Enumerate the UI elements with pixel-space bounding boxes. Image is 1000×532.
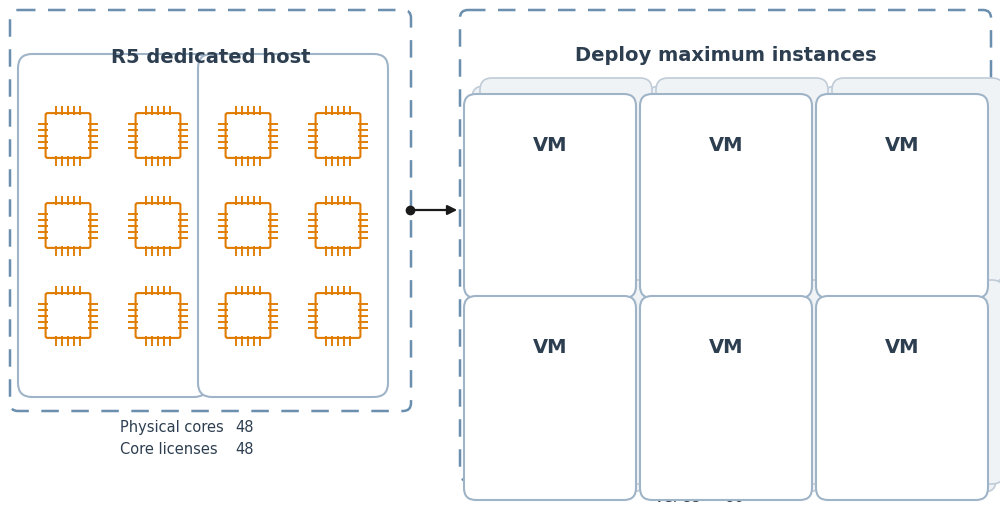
FancyBboxPatch shape bbox=[913, 375, 946, 409]
FancyBboxPatch shape bbox=[198, 54, 388, 397]
FancyBboxPatch shape bbox=[682, 375, 715, 409]
FancyBboxPatch shape bbox=[682, 430, 715, 464]
FancyBboxPatch shape bbox=[316, 113, 360, 158]
Text: VM: VM bbox=[709, 338, 743, 357]
FancyBboxPatch shape bbox=[506, 375, 539, 409]
FancyBboxPatch shape bbox=[226, 113, 270, 158]
FancyBboxPatch shape bbox=[832, 280, 1000, 484]
FancyBboxPatch shape bbox=[561, 228, 594, 262]
FancyBboxPatch shape bbox=[480, 280, 652, 484]
Text: 48: 48 bbox=[235, 420, 254, 435]
Text: 48: 48 bbox=[235, 442, 254, 457]
Text: 96: 96 bbox=[726, 490, 744, 505]
Text: VM: VM bbox=[885, 338, 919, 357]
FancyBboxPatch shape bbox=[472, 288, 644, 492]
Text: VM: VM bbox=[533, 136, 567, 155]
FancyBboxPatch shape bbox=[136, 293, 180, 338]
Text: R5 dedicated host: R5 dedicated host bbox=[111, 48, 310, 67]
Text: Core licenses: Core licenses bbox=[120, 442, 218, 457]
Text: VM: VM bbox=[885, 136, 919, 155]
FancyBboxPatch shape bbox=[561, 375, 594, 409]
FancyBboxPatch shape bbox=[18, 54, 208, 397]
FancyBboxPatch shape bbox=[226, 293, 270, 338]
FancyBboxPatch shape bbox=[506, 430, 539, 464]
FancyBboxPatch shape bbox=[46, 113, 90, 158]
Text: VM: VM bbox=[533, 338, 567, 357]
FancyBboxPatch shape bbox=[226, 203, 270, 248]
FancyBboxPatch shape bbox=[737, 375, 770, 409]
FancyBboxPatch shape bbox=[682, 173, 715, 207]
FancyBboxPatch shape bbox=[858, 228, 891, 262]
FancyBboxPatch shape bbox=[913, 173, 946, 207]
FancyBboxPatch shape bbox=[913, 228, 946, 262]
FancyBboxPatch shape bbox=[561, 430, 594, 464]
FancyBboxPatch shape bbox=[136, 113, 180, 158]
FancyBboxPatch shape bbox=[656, 78, 828, 282]
FancyBboxPatch shape bbox=[824, 86, 996, 290]
FancyBboxPatch shape bbox=[46, 293, 90, 338]
FancyBboxPatch shape bbox=[832, 78, 1000, 282]
Text: vCPUs: vCPUs bbox=[654, 490, 700, 505]
FancyBboxPatch shape bbox=[46, 203, 90, 248]
FancyBboxPatch shape bbox=[480, 78, 652, 282]
Text: VM: VM bbox=[709, 136, 743, 155]
FancyBboxPatch shape bbox=[648, 288, 820, 492]
FancyBboxPatch shape bbox=[858, 375, 891, 409]
Text: Deploy maximum instances: Deploy maximum instances bbox=[575, 46, 876, 65]
FancyBboxPatch shape bbox=[640, 296, 812, 500]
FancyBboxPatch shape bbox=[656, 280, 828, 484]
FancyBboxPatch shape bbox=[913, 430, 946, 464]
FancyBboxPatch shape bbox=[561, 173, 594, 207]
FancyBboxPatch shape bbox=[858, 173, 891, 207]
FancyBboxPatch shape bbox=[506, 228, 539, 262]
FancyBboxPatch shape bbox=[506, 173, 539, 207]
FancyBboxPatch shape bbox=[737, 228, 770, 262]
FancyBboxPatch shape bbox=[464, 296, 636, 500]
Text: Physical cores: Physical cores bbox=[120, 420, 224, 435]
FancyBboxPatch shape bbox=[816, 94, 988, 298]
FancyBboxPatch shape bbox=[816, 296, 988, 500]
FancyBboxPatch shape bbox=[316, 203, 360, 248]
FancyBboxPatch shape bbox=[464, 94, 636, 298]
FancyBboxPatch shape bbox=[640, 94, 812, 298]
FancyBboxPatch shape bbox=[316, 293, 360, 338]
FancyBboxPatch shape bbox=[737, 173, 770, 207]
FancyBboxPatch shape bbox=[824, 288, 996, 492]
FancyBboxPatch shape bbox=[648, 86, 820, 290]
FancyBboxPatch shape bbox=[472, 86, 644, 290]
FancyBboxPatch shape bbox=[858, 430, 891, 464]
FancyBboxPatch shape bbox=[136, 203, 180, 248]
FancyBboxPatch shape bbox=[682, 228, 715, 262]
FancyBboxPatch shape bbox=[737, 430, 770, 464]
